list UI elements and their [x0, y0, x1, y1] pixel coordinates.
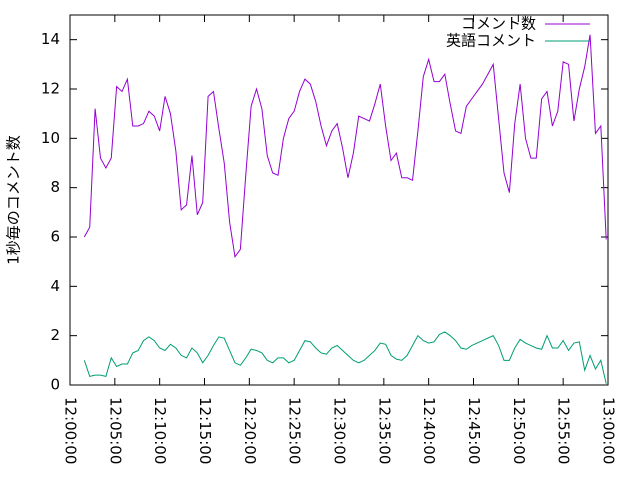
plot-frame [69, 14, 609, 386]
y-tick-label: 4 [50, 277, 60, 295]
x-tick-label: 12:55:00 [555, 397, 573, 464]
legend-label: 英語コメント [446, 32, 536, 50]
y-tick-label: 0 [50, 376, 60, 394]
legend-label: コメント数 [461, 15, 536, 33]
x-tick-label: 12:05:00 [106, 397, 124, 464]
y-tick-label: 10 [41, 129, 60, 147]
x-tick-label: 12:10:00 [151, 397, 169, 464]
x-tick-label: 12:45:00 [465, 397, 483, 464]
x-tick-label: 12:00:00 [62, 397, 80, 464]
x-tick-label: 12:35:00 [375, 397, 393, 464]
y-axis-label: 1秒毎のコメント数 [5, 135, 23, 265]
x-tick-label: 12:30:00 [331, 397, 349, 464]
y-tick-label: 2 [50, 326, 60, 344]
y-tick-label: 14 [41, 30, 60, 48]
y-tick-label: 6 [50, 228, 60, 246]
x-tick-label: 12:25:00 [286, 397, 304, 464]
x-tick-label: 12:20:00 [241, 397, 259, 464]
x-tick-label: 12:50:00 [510, 397, 528, 464]
series-line [83, 34, 607, 259]
x-tick-label: 12:15:00 [196, 397, 214, 464]
x-tick-label: 13:00:00 [600, 397, 618, 464]
x-tick-label: 12:40:00 [420, 397, 438, 464]
y-tick-label: 12 [41, 80, 60, 98]
series-line [83, 331, 607, 384]
y-tick-label: 8 [50, 178, 60, 196]
